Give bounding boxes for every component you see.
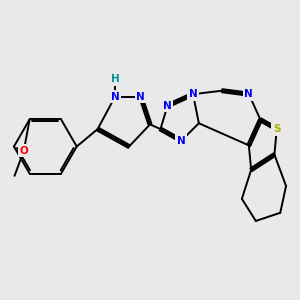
Text: N: N [244, 89, 253, 99]
Text: S: S [273, 124, 280, 134]
Text: N: N [189, 89, 197, 99]
Text: N: N [163, 101, 172, 111]
Text: O: O [20, 146, 28, 156]
Text: N: N [177, 136, 186, 146]
Text: N: N [111, 92, 119, 101]
Text: N: N [136, 92, 145, 101]
Text: H: H [111, 74, 119, 84]
